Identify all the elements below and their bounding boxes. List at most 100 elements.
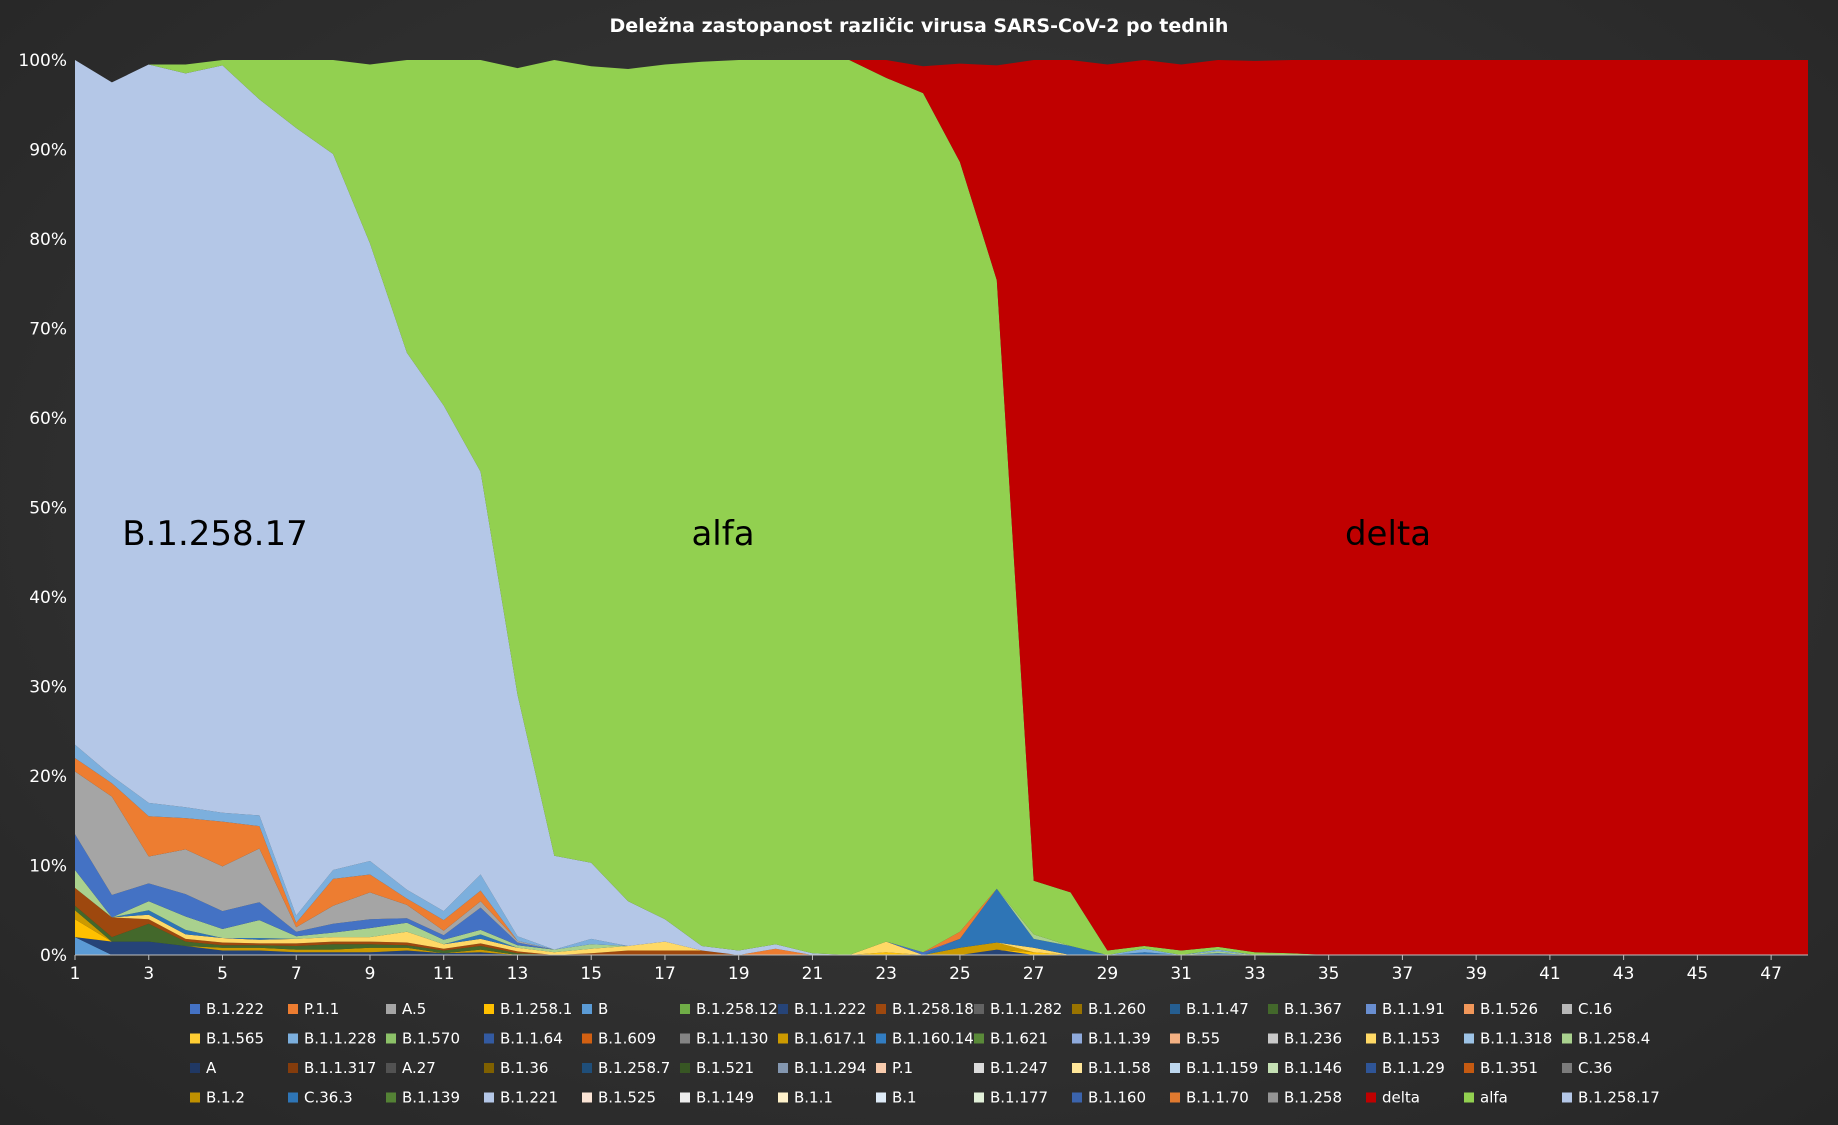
legend-swatch: [876, 1063, 886, 1073]
legend-label: B.1.1.294: [794, 1059, 866, 1077]
legend-item: B.1.222: [190, 1000, 264, 1018]
legend-label: B.1.1.70: [1186, 1089, 1249, 1107]
legend-item: delta: [1366, 1089, 1420, 1107]
legend-item: B.1.153: [1366, 1030, 1440, 1048]
x-tick-label: 29: [1097, 964, 1119, 984]
y-tick-label: 80%: [29, 230, 67, 250]
legend-item: A: [190, 1059, 217, 1077]
legend-label: B.1.521: [696, 1059, 754, 1077]
legend-item: B.1.1.64: [484, 1030, 563, 1048]
legend-label: B.1.36: [500, 1059, 548, 1077]
annotation-alfa: alfa: [691, 514, 754, 554]
legend-item: B.1.1: [778, 1089, 833, 1107]
legend-swatch: [288, 1033, 298, 1044]
legend-swatch: [680, 1063, 690, 1073]
legend-swatch: [876, 1092, 886, 1103]
legend-label: B.1.1.47: [1186, 1000, 1249, 1018]
legend-item: B.1: [876, 1089, 917, 1107]
legend-swatch: [1366, 1033, 1376, 1044]
legend-item: B.1.609: [582, 1030, 656, 1048]
legend-swatch: [974, 1033, 984, 1044]
legend-item: B: [582, 1000, 608, 1018]
legend-item: B.1.236: [1268, 1030, 1342, 1048]
x-tick-label: 39: [1465, 964, 1487, 984]
legend-swatch: [582, 1063, 592, 1073]
legend-swatch: [680, 1092, 690, 1103]
legend-swatch: [484, 1092, 494, 1103]
legend-label: A.5: [402, 1000, 426, 1018]
legend-item: B.1.1.29: [1366, 1059, 1445, 1077]
legend-item: B.1.146: [1268, 1059, 1342, 1077]
series-area-minor-12: [75, 937, 1808, 955]
legend-swatch: [386, 1092, 396, 1103]
legend-swatch: [1562, 1063, 1572, 1073]
legend-label: B.1.139: [402, 1089, 460, 1107]
legend-item: B.1.1.47: [1170, 1000, 1249, 1018]
legend-label: B.1.617.1: [794, 1030, 866, 1048]
legend-label: B.1: [892, 1089, 917, 1107]
x-tick-label: 15: [580, 964, 602, 984]
legend-label: B.1.258.4: [1578, 1030, 1650, 1048]
legend-swatch: [1170, 1063, 1180, 1073]
legend-swatch: [1562, 1033, 1572, 1044]
legend-label: B.1.258.17: [1578, 1089, 1660, 1107]
legend-label: B.1.1.39: [1088, 1030, 1151, 1048]
legend-swatch: [876, 1004, 886, 1014]
legend-item: B.1.1.58: [1072, 1059, 1151, 1077]
legend-item: B.1.617.1: [778, 1030, 866, 1048]
legend-swatch: [386, 1004, 396, 1014]
x-tick-label: 5: [217, 964, 228, 984]
legend-label: B.55: [1186, 1030, 1220, 1048]
legend-item: P.1.1: [288, 1000, 339, 1018]
legend-swatch: [1268, 1004, 1278, 1014]
legend-label: B.1.367: [1284, 1000, 1342, 1018]
x-tick-label: 33: [1244, 964, 1266, 984]
legend-swatch: [974, 1004, 984, 1014]
y-tick-label: 20%: [29, 767, 67, 787]
legend-label: B.1.160: [1088, 1089, 1146, 1107]
legend-item: B.1.149: [680, 1089, 754, 1107]
legend-item: B.1.525: [582, 1089, 656, 1107]
legend-label: P.1.1: [304, 1000, 339, 1018]
y-tick-label: 30%: [29, 678, 67, 698]
x-tick-label: 47: [1760, 964, 1782, 984]
legend-swatch: [1170, 1033, 1180, 1044]
legend-item: B.1.1.317: [288, 1059, 376, 1077]
y-tick-label: 10%: [29, 857, 67, 877]
legend-swatch: [582, 1004, 592, 1014]
legend-swatch: [1072, 1004, 1082, 1014]
x-tick-label: 19: [728, 964, 750, 984]
legend-swatch: [582, 1033, 592, 1044]
x-tick-label: 27: [1023, 964, 1045, 984]
legend-label: B.1.260: [1088, 1000, 1146, 1018]
y-tick-label: 90%: [29, 141, 67, 161]
chart-title: Deležna zastopanost različic virusa SARS…: [610, 15, 1229, 37]
legend-swatch: [1464, 1033, 1474, 1044]
legend-swatch: [484, 1063, 494, 1073]
legend-swatch: [1268, 1063, 1278, 1073]
legend-item: B.1.1.70: [1170, 1089, 1249, 1107]
legend-swatch: [778, 1004, 788, 1014]
legend-label: A.27: [402, 1059, 436, 1077]
legend-item: B.1.1.318: [1464, 1030, 1552, 1048]
legend-item: P.1: [876, 1059, 913, 1077]
legend-label: B.1.1: [794, 1089, 833, 1107]
legend-item: B.1.258.1: [484, 1000, 572, 1018]
legend-swatch: [1170, 1004, 1180, 1014]
y-tick-label: 0%: [40, 946, 67, 966]
legend-item: B.1.1.228: [288, 1030, 376, 1048]
legend-swatch: [582, 1092, 592, 1103]
legend-label: B.1.149: [696, 1089, 754, 1107]
legend-label: B.1.351: [1480, 1059, 1538, 1077]
legend-swatch: [190, 1004, 200, 1014]
legend-swatch: [1464, 1092, 1474, 1103]
legend-swatch: [1170, 1092, 1180, 1103]
legend-label: B.1.1.228: [304, 1030, 376, 1048]
legend: B.1.222 P.1.1 A.5 B.1.258.1 B B.1.258.12 B.1.1…: [190, 1000, 1660, 1107]
legend-label: B.1.1.29: [1382, 1059, 1445, 1077]
legend-label: B.1.153: [1382, 1030, 1440, 1048]
legend-label: B.1.526: [1480, 1000, 1538, 1018]
legend-item: B.1.621: [974, 1030, 1048, 1048]
legend-swatch: [1366, 1092, 1376, 1103]
series-area-b-1-258-17: [75, 60, 1808, 955]
